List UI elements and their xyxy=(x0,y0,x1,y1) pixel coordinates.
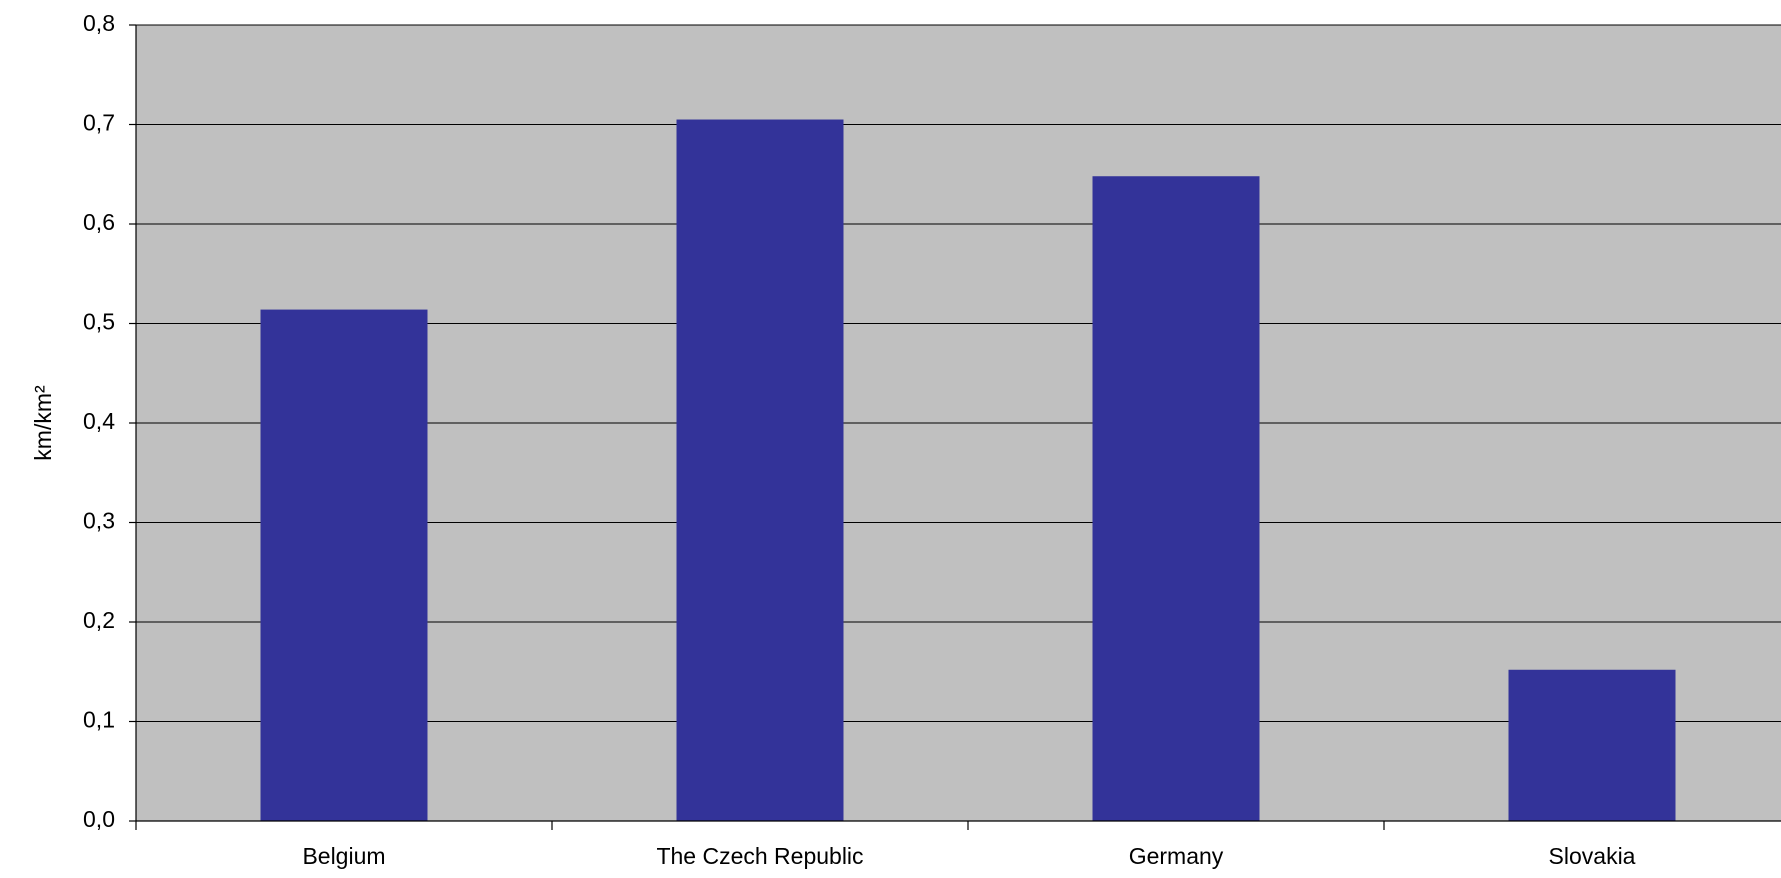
bar xyxy=(1508,669,1676,821)
y-tick-label: 0,1 xyxy=(83,707,115,733)
x-tick-label: Belgium xyxy=(302,843,385,869)
x-ticks: Belgium The Czech Republic Germany Slovakia xyxy=(135,821,1636,869)
x-tick-label: Germany xyxy=(1129,843,1224,869)
bars xyxy=(260,119,1676,822)
x-tick-label: Slovakia xyxy=(1549,843,1636,869)
y-tick-label: 0,6 xyxy=(83,209,115,235)
y-axis-title: km/km² xyxy=(30,385,56,461)
y-tick-label: 0,8 xyxy=(83,10,115,36)
x-tick-label: The Czech Republic xyxy=(656,843,863,869)
y-tick-label: 0,4 xyxy=(83,408,115,434)
bar xyxy=(1092,176,1260,822)
y-tick-label: 0,7 xyxy=(83,110,115,136)
y-tick-label: 0,3 xyxy=(83,508,115,534)
y-ticks: 0,0 0,1 0,2 0,3 0,4 0,5 0,6 0,7 0,8 xyxy=(83,10,136,832)
y-tick-label: 0,0 xyxy=(83,806,115,832)
bar xyxy=(260,309,428,821)
bar xyxy=(676,119,844,821)
y-tick-label: 0,5 xyxy=(83,309,115,335)
y-tick-label: 0,2 xyxy=(83,607,115,633)
